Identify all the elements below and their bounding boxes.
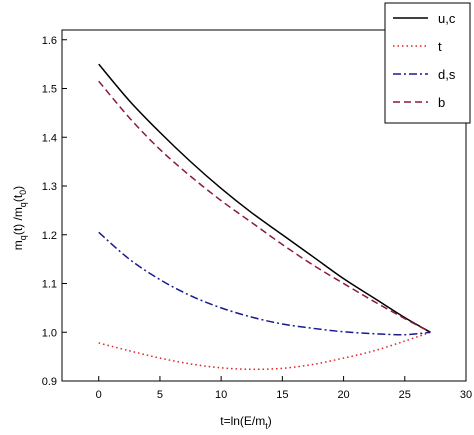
x-tick-label: 20 xyxy=(337,389,349,401)
y-tick-label: 1.3 xyxy=(42,181,57,193)
legend-box xyxy=(384,2,471,124)
x-tick-label: 5 xyxy=(157,389,163,401)
legend-label-2: d,s xyxy=(438,67,456,82)
y-tick-label: 1.5 xyxy=(42,84,57,96)
series-line-0 xyxy=(98,63,431,333)
y-axis-title: mq(t) /mq(t0) xyxy=(11,186,28,250)
series-line-2 xyxy=(98,231,431,336)
y-axis-title-part-1: q xyxy=(18,235,28,240)
plot-area xyxy=(61,29,467,382)
series-line-1 xyxy=(98,331,431,371)
x-tick-label: 30 xyxy=(460,389,472,401)
x-axis-title-main: t=ln(E/m xyxy=(220,414,265,428)
y-tick-label: 0.9 xyxy=(42,376,57,388)
x-axis: 0 5 10 15 20 25 30 xyxy=(96,376,472,401)
series-line-3 xyxy=(98,80,431,333)
x-tick-label: 10 xyxy=(215,389,227,401)
y-tick-label: 1.0 xyxy=(42,327,57,339)
y-tick-label: 1.2 xyxy=(42,230,57,242)
x-axis-title-sub: t xyxy=(265,421,268,431)
x-tick-label: 25 xyxy=(399,389,411,401)
series-layer xyxy=(98,63,431,371)
y-axis-title-part-5: 0 xyxy=(18,190,28,195)
y-axis-title-part-6: ) xyxy=(11,186,25,190)
y-tick-label: 1.6 xyxy=(42,35,57,47)
y-axis-title-part-4: (t xyxy=(11,194,25,202)
x-tick-label: 15 xyxy=(276,389,288,401)
legend-label-0: u,c xyxy=(438,11,456,26)
y-axis-title-part-3: q xyxy=(18,202,28,207)
legend: u,c t d,s b xyxy=(384,2,471,124)
x-tick-label: 0 xyxy=(96,389,102,401)
y-tick-label: 1.1 xyxy=(42,279,57,291)
x-axis-title: t=ln(E/mt) xyxy=(220,414,272,431)
y-axis-title-part-2: (t) /m xyxy=(11,207,25,235)
legend-label-1: t xyxy=(438,39,442,54)
x-axis-title-close: ) xyxy=(268,414,272,428)
y-axis-title-part-0: m xyxy=(11,240,25,250)
legend-label-3: b xyxy=(438,95,445,110)
y-axis: 0.9 1.0 1.1 1.2 1.3 1.4 1.5 1.6 xyxy=(42,35,67,388)
y-tick-label: 1.4 xyxy=(42,132,57,144)
plot-frame xyxy=(61,29,467,382)
